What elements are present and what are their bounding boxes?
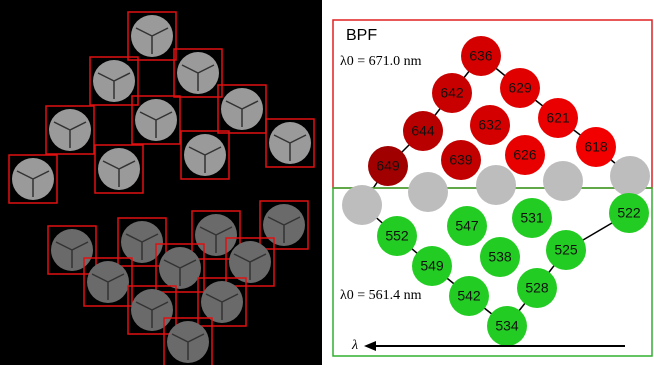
- gray-node: [408, 172, 448, 212]
- node-label: 531: [520, 210, 544, 226]
- node-label: 649: [376, 158, 400, 174]
- node-label: 626: [513, 147, 537, 163]
- page: 636 629 642 621 632 644 626 618 639 649 522 531 547 5…: [0, 0, 654, 370]
- panel-title: BPF: [346, 27, 377, 44]
- gray-node: [476, 165, 516, 205]
- node-label: 538: [488, 249, 512, 265]
- node-label: 642: [440, 85, 464, 101]
- node-label: 528: [525, 280, 549, 296]
- gray-node: [342, 185, 382, 225]
- node-label: 639: [449, 152, 473, 168]
- gray-node: [543, 161, 583, 201]
- arrow-label: λ: [351, 338, 358, 353]
- green-label: λ0 = 561.4 nm: [340, 288, 422, 303]
- node-label: 525: [554, 242, 578, 258]
- node-label: 522: [617, 205, 641, 221]
- arrow-head: [364, 341, 376, 351]
- node-label: 547: [455, 218, 479, 234]
- figure: 636 629 642 621 632 644 626 618 639 649 522 531 547 5…: [0, 0, 654, 365]
- node-label: 632: [478, 117, 502, 133]
- node-label: 618: [584, 139, 608, 155]
- node-label: 621: [546, 110, 570, 126]
- node-label: 534: [495, 318, 519, 334]
- node-label: 552: [385, 228, 409, 244]
- node-label: 542: [457, 288, 481, 304]
- node-label: 644: [411, 123, 435, 139]
- node-label: 636: [469, 48, 493, 64]
- red-label: λ0 = 671.0 nm: [340, 54, 422, 69]
- node-label: 629: [508, 80, 532, 96]
- gray-node: [610, 156, 650, 196]
- node-label: 549: [420, 258, 444, 274]
